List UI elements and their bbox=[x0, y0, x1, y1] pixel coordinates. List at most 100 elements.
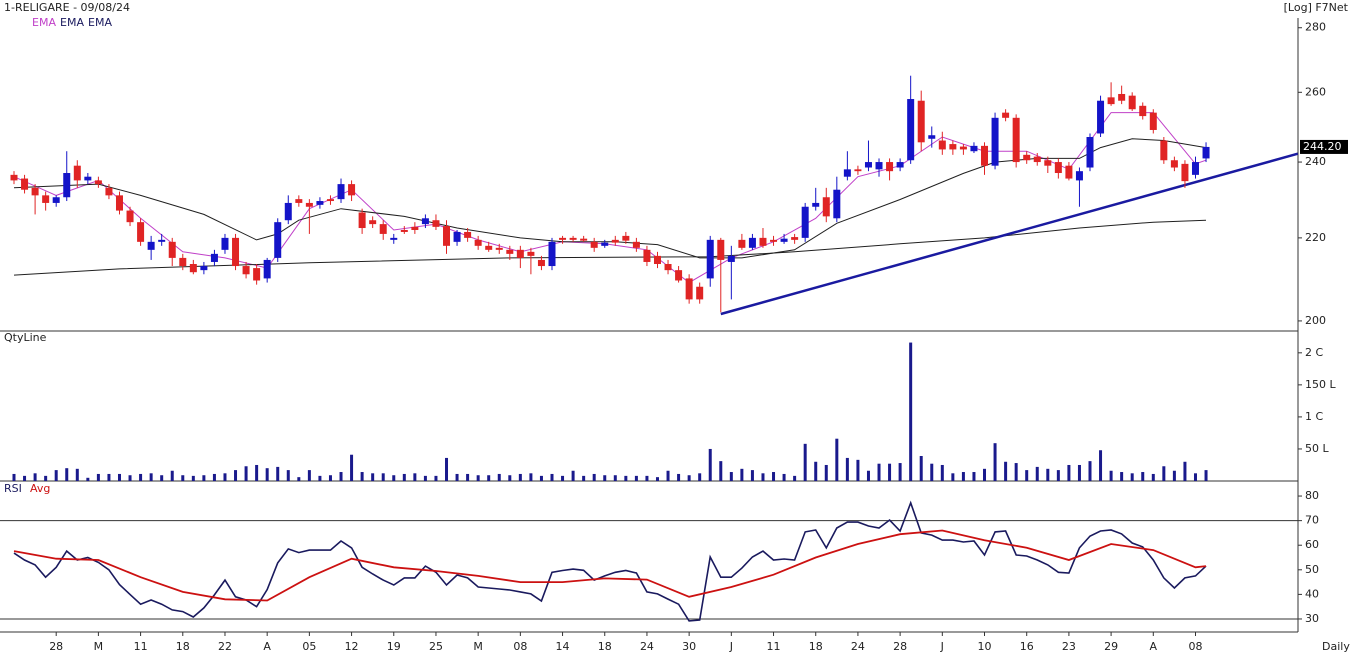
candle-body bbox=[516, 249, 524, 258]
y-tick-label: 50 bbox=[1305, 563, 1319, 576]
volume-bar bbox=[772, 472, 776, 481]
volume-bar bbox=[1172, 470, 1176, 481]
series-line bbox=[13, 529, 1207, 602]
candle-body bbox=[1118, 93, 1126, 101]
candle-body bbox=[833, 189, 841, 219]
volume-bar bbox=[972, 472, 976, 481]
volume-bar bbox=[402, 473, 406, 481]
ema-line bbox=[13, 138, 1207, 259]
volume-bar bbox=[1088, 461, 1092, 481]
candle-body bbox=[1086, 137, 1094, 168]
candle-body bbox=[495, 247, 503, 250]
candle-body bbox=[453, 231, 461, 242]
volume-bar bbox=[276, 466, 280, 481]
y-tick-label: 2 C bbox=[1305, 346, 1323, 359]
volume-bar bbox=[170, 470, 174, 481]
volume-bar bbox=[181, 475, 185, 481]
volume-bar bbox=[1077, 464, 1081, 481]
candle-body bbox=[358, 212, 366, 229]
x-tick-label: 29 bbox=[1104, 640, 1118, 653]
candle-body bbox=[348, 184, 356, 196]
volume-bar bbox=[360, 472, 364, 481]
volume-bar bbox=[719, 461, 723, 481]
x-tick-label: 11 bbox=[134, 640, 148, 653]
y-tick-label: 200 bbox=[1305, 314, 1326, 327]
volume-bar bbox=[117, 473, 121, 481]
candle-body bbox=[738, 239, 746, 248]
y-tick-label: 150 L bbox=[1305, 378, 1336, 391]
x-tick-label: 28 bbox=[893, 640, 907, 653]
x-tick-label: 12 bbox=[345, 640, 359, 653]
volume-bar bbox=[930, 463, 934, 481]
volume-bar bbox=[666, 470, 670, 481]
candle-body bbox=[1044, 160, 1052, 166]
y-tick-label: 220 bbox=[1305, 231, 1326, 244]
volume-bar bbox=[392, 475, 396, 481]
volume-bar bbox=[898, 463, 902, 481]
candle-body bbox=[717, 239, 725, 260]
volume-bar bbox=[645, 475, 649, 481]
candle-body bbox=[1170, 160, 1178, 168]
candle-body bbox=[474, 239, 482, 246]
x-tick-label: 08 bbox=[1188, 640, 1202, 653]
volume-bar bbox=[613, 475, 617, 481]
candle-body bbox=[748, 237, 756, 248]
volume-bar bbox=[909, 342, 913, 481]
volume-bar bbox=[803, 443, 807, 481]
legend-entry: RSI bbox=[4, 482, 22, 495]
candle-body bbox=[52, 197, 60, 203]
candle-body bbox=[907, 99, 915, 161]
candle-body bbox=[1054, 162, 1062, 174]
volume-bar bbox=[265, 468, 269, 481]
volume-bar bbox=[202, 475, 206, 481]
volume-bar bbox=[1025, 470, 1029, 481]
candle-body bbox=[1033, 156, 1041, 163]
candle-body bbox=[664, 264, 672, 271]
candle-body bbox=[727, 255, 735, 262]
volume-bar bbox=[508, 475, 512, 481]
candle-body bbox=[864, 162, 872, 168]
candle-body bbox=[812, 202, 820, 207]
x-tick-label: 28 bbox=[49, 640, 63, 653]
candle-body bbox=[10, 174, 18, 181]
candle-body bbox=[158, 239, 166, 242]
x-tick-label: J bbox=[940, 640, 944, 653]
candle-body bbox=[696, 286, 704, 300]
volume-bar bbox=[381, 473, 385, 481]
candle-body bbox=[411, 226, 419, 230]
y-tick-label: 30 bbox=[1305, 612, 1319, 625]
candle-body bbox=[1012, 117, 1020, 163]
candle-body bbox=[706, 239, 714, 279]
volume-bar bbox=[128, 475, 132, 481]
volume-bar bbox=[539, 475, 543, 481]
volume-bar bbox=[1067, 464, 1071, 481]
last-price-box bbox=[1300, 139, 1348, 154]
volume-bar bbox=[423, 475, 427, 481]
volume-bar bbox=[44, 475, 48, 481]
volume-bar bbox=[318, 475, 322, 481]
volume-bar bbox=[1109, 470, 1113, 481]
volume-bar bbox=[1120, 472, 1124, 481]
candle-body bbox=[284, 202, 292, 221]
candle-body bbox=[653, 255, 661, 265]
x-tick-label: 30 bbox=[682, 640, 696, 653]
x-tick-label: 16 bbox=[1020, 640, 1034, 653]
volume-bar bbox=[582, 475, 586, 481]
volume-bar bbox=[761, 473, 765, 481]
candle-body bbox=[369, 220, 377, 225]
candle-body bbox=[485, 245, 493, 250]
volume-bar bbox=[191, 475, 195, 481]
chart-title: 1-RELIGARE - 09/08/24 bbox=[4, 1, 130, 14]
volume-bar bbox=[497, 473, 501, 481]
volume-bar bbox=[139, 473, 143, 481]
x-tick-label: J bbox=[729, 640, 733, 653]
x-tick-label: 18 bbox=[598, 640, 612, 653]
legend-entry: EMA bbox=[88, 16, 112, 29]
volume-bar bbox=[107, 473, 111, 481]
volume-bar bbox=[634, 475, 638, 481]
candle-body bbox=[1002, 112, 1010, 118]
volume-bar bbox=[96, 473, 100, 481]
candle-body bbox=[63, 173, 71, 198]
candle-body bbox=[137, 222, 145, 242]
candle-body bbox=[263, 259, 271, 279]
